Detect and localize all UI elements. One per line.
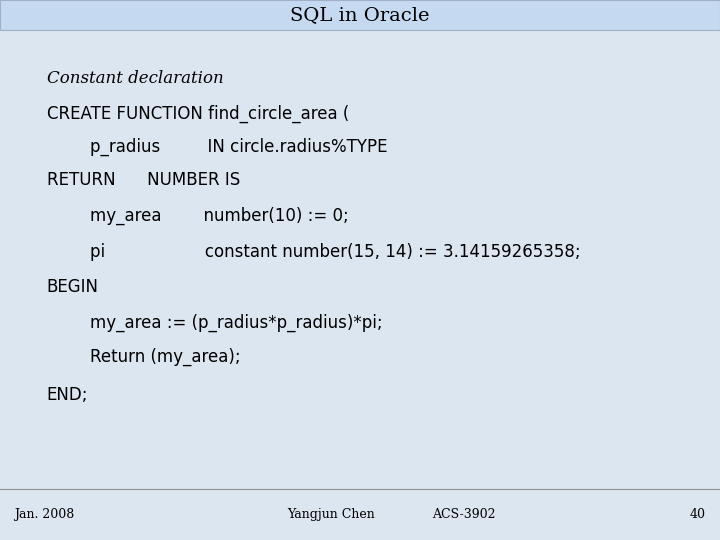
Text: Yangjun Chen: Yangjun Chen — [287, 508, 375, 521]
Text: SQL in Oracle: SQL in Oracle — [290, 6, 430, 24]
Text: CREATE FUNCTION find_circle_area (: CREATE FUNCTION find_circle_area ( — [47, 104, 349, 123]
Bar — [0, 0, 720, 30]
Text: my_area        number(10) := 0;: my_area number(10) := 0; — [90, 207, 348, 225]
Text: Jan. 2008: Jan. 2008 — [14, 508, 75, 521]
Text: 40: 40 — [690, 508, 706, 521]
Text: p_radius         IN circle.radius%TYPE: p_radius IN circle.radius%TYPE — [90, 138, 387, 156]
Text: BEGIN: BEGIN — [47, 278, 99, 296]
Text: my_area := (p_radius*p_radius)*pi;: my_area := (p_radius*p_radius)*pi; — [90, 314, 382, 332]
Text: Return (my_area);: Return (my_area); — [90, 347, 240, 366]
Text: pi                   constant number(15, 14) := 3.14159265358;: pi constant number(15, 14) := 3.14159265… — [90, 242, 580, 261]
Text: RETURN      NUMBER IS: RETURN NUMBER IS — [47, 171, 240, 190]
Text: ACS-3902: ACS-3902 — [432, 508, 495, 521]
Text: END;: END; — [47, 386, 89, 404]
Text: Constant declaration: Constant declaration — [47, 70, 223, 87]
